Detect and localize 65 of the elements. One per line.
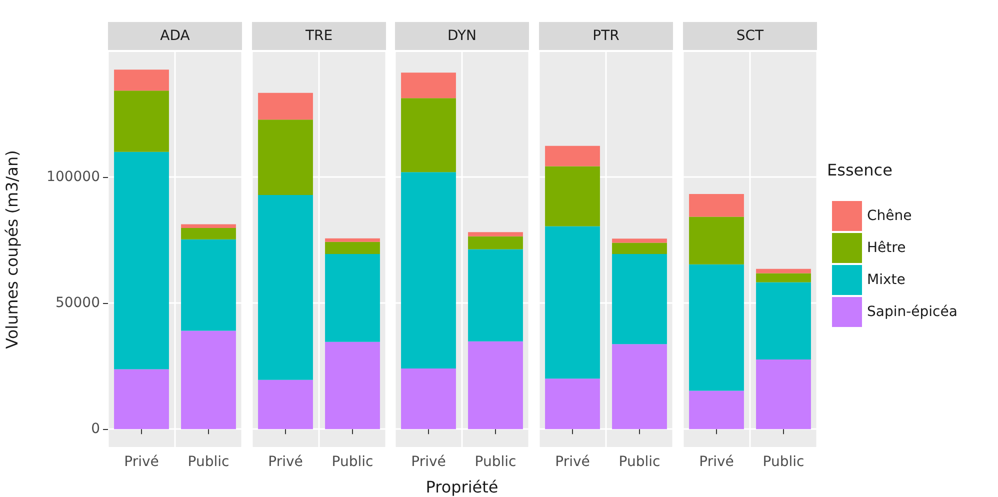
x-tick-label: Privé: [124, 454, 159, 470]
chart-title: PTR: [592, 28, 620, 44]
bar: [545, 166, 600, 226]
chart-title: TRE: [304, 28, 333, 44]
x-tick-label: Public: [618, 454, 660, 470]
x-tick-label: Privé: [555, 454, 590, 470]
bar: [545, 226, 600, 379]
bar: [756, 282, 811, 360]
bar: [181, 224, 236, 228]
bar: [114, 369, 169, 430]
bar: [114, 70, 169, 91]
x-tick-label: Public: [332, 454, 374, 470]
bar: [258, 120, 313, 196]
bar: [114, 90, 169, 152]
bar: [325, 242, 380, 254]
bar: [258, 195, 313, 380]
bar: [545, 378, 600, 430]
bar: [258, 92, 313, 120]
bar: [401, 172, 456, 369]
bar: [468, 341, 523, 430]
legend-label: Mixte: [867, 272, 906, 288]
bar: [468, 232, 523, 236]
bar: [689, 264, 744, 391]
bar: [181, 239, 236, 331]
x-tick-label: Privé: [411, 454, 446, 470]
x-tick-label: Public: [188, 454, 230, 470]
x-tick-label: Public: [474, 454, 516, 470]
y-tick-label: 50000: [55, 294, 100, 311]
legend-title: Essence: [827, 160, 892, 180]
bar: [181, 228, 236, 240]
legend-label: Hêtre: [867, 240, 906, 256]
bar: [468, 236, 523, 250]
bar: [401, 98, 456, 172]
chart-title: SCT: [736, 28, 764, 44]
bar: [325, 342, 380, 430]
bar: [689, 194, 744, 217]
bar: [689, 390, 744, 430]
bar: [756, 273, 811, 282]
bar: [401, 72, 456, 98]
bar: [689, 216, 744, 264]
bar: [401, 368, 456, 430]
bar: [181, 330, 236, 430]
bar: [612, 238, 667, 243]
chart-title: DYN: [447, 28, 477, 44]
y-axis-title: Volumes coupés (m3/an): [2, 150, 22, 349]
bar: [756, 359, 811, 430]
bar: [756, 268, 811, 274]
bar: [325, 238, 380, 242]
chart-title: ADA: [160, 28, 190, 44]
x-axis-title: Propriété: [426, 478, 498, 496]
bar: [545, 146, 600, 166]
bar: [612, 242, 667, 254]
x-tick-label: Public: [762, 454, 804, 470]
y-tick-label: 0: [91, 421, 100, 438]
x-tick-label: Privé: [699, 454, 734, 470]
legend-label: Sapin-épicéa: [867, 304, 958, 320]
bar: [612, 344, 667, 430]
bar: [258, 380, 313, 430]
x-tick-label: Privé: [268, 454, 303, 470]
bar: [612, 254, 667, 344]
bar: [468, 249, 523, 342]
y-tick-label: 100000: [46, 168, 100, 185]
bar: [325, 254, 380, 342]
legend-label: Chêne: [867, 208, 912, 224]
bar: [114, 152, 169, 370]
